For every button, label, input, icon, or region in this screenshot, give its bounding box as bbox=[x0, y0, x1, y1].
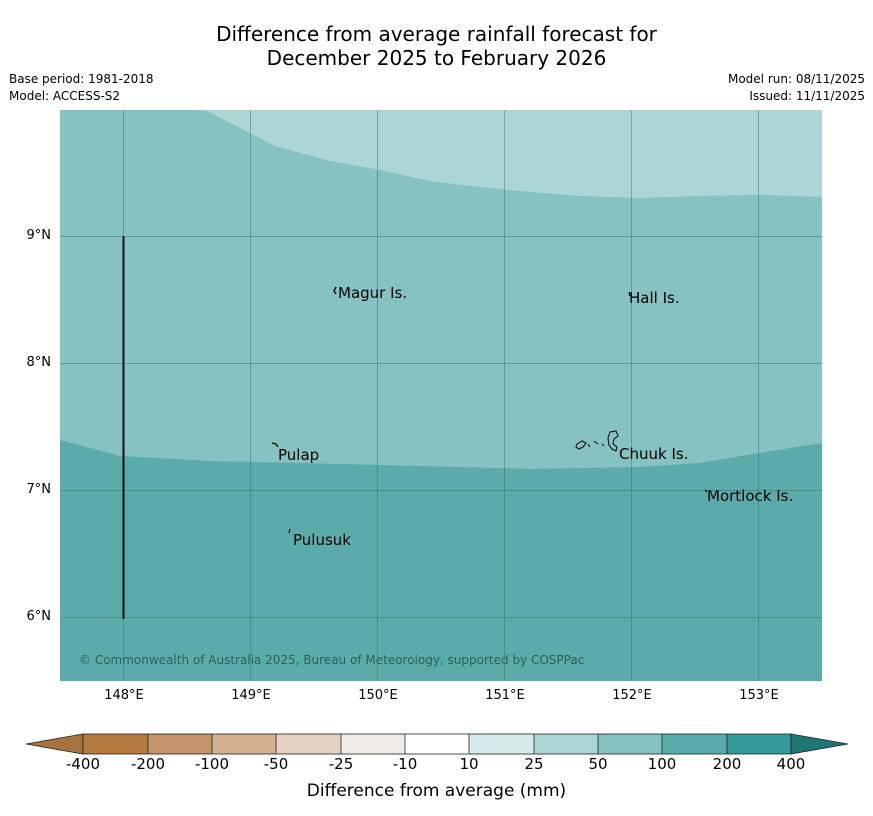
lon-label-153e: 153°E bbox=[739, 688, 779, 703]
hall-island-outline bbox=[628, 291, 631, 297]
title-line-2: December 2025 to February 2026 bbox=[266, 46, 607, 70]
lon-label-150e: 150°E bbox=[358, 688, 398, 703]
colorbar-tick: -25 bbox=[328, 755, 354, 773]
colorbar-tick: 200 bbox=[712, 755, 742, 773]
lat-label-8n: 8°N bbox=[26, 355, 52, 370]
pulusuk-island-outline bbox=[288, 528, 291, 534]
colorbar-bin bbox=[83, 734, 148, 754]
colorbar-bin bbox=[598, 734, 662, 754]
lat-label-9n: 9°N bbox=[26, 228, 52, 243]
colorbar-label: Difference from average (mm) bbox=[306, 781, 567, 801]
title-line-1: Difference from average rainfall forecas… bbox=[216, 22, 657, 46]
chart-title: Difference from average rainfall forecas… bbox=[0, 22, 873, 70]
lon-label-149e: 149°E bbox=[231, 688, 271, 703]
colorbar-tick: -10 bbox=[392, 755, 418, 773]
meta-right: Model run: 08/11/2025 Issued: 11/11/2025 bbox=[728, 71, 865, 105]
colorbar-frame bbox=[82, 733, 792, 755]
lat-label-7n: 7°N bbox=[26, 482, 52, 497]
colorbar-tick: -200 bbox=[130, 755, 166, 773]
meta-left: Base period: 1981-2018 Model: ACCESS-S2 bbox=[9, 71, 154, 105]
zone-50-100 bbox=[60, 110, 822, 469]
colorbar-bin bbox=[662, 734, 727, 754]
place-label-chuuk: Chuuk Is. bbox=[619, 445, 689, 463]
colorbar-tick: 10 bbox=[459, 755, 479, 773]
zone-25-50 bbox=[205, 110, 822, 198]
colorbar-bin bbox=[727, 734, 791, 754]
mortlock-island-outline bbox=[704, 489, 708, 493]
lat-label-6n: 6°N bbox=[26, 609, 52, 624]
colorbar bbox=[25, 733, 849, 755]
copyright-text: © Commonwealth of Australia 2025, Bureau… bbox=[79, 653, 585, 667]
colorbar-extend-low bbox=[25, 733, 84, 755]
colorbar-bin bbox=[276, 734, 341, 754]
place-label-mortlock: Mortlock Is. bbox=[707, 487, 794, 505]
colorbar-bin bbox=[212, 734, 276, 754]
base-period-text: Base period: 1981-2018 bbox=[9, 72, 154, 86]
colorbar-bin bbox=[534, 734, 598, 754]
colorbar-tick: 50 bbox=[588, 755, 608, 773]
colorbar-extend-high bbox=[790, 733, 849, 755]
place-label-pulap: Pulap bbox=[278, 446, 320, 464]
chuuk-island-outline bbox=[575, 430, 619, 452]
colorbar-bin bbox=[341, 734, 405, 754]
graticule bbox=[60, 110, 822, 681]
magur-island-outline bbox=[333, 286, 337, 295]
place-label-magur: Magur Is. bbox=[338, 284, 408, 302]
colorbar-bin bbox=[405, 734, 469, 754]
lon-label-151e: 151°E bbox=[485, 688, 525, 703]
colorbar-tick: 400 bbox=[776, 755, 806, 773]
issued-text: Issued: 11/11/2025 bbox=[749, 89, 865, 103]
model-run-text: Model run: 08/11/2025 bbox=[727, 72, 865, 86]
colorbar-tick: -50 bbox=[263, 755, 289, 773]
colorbar-bin bbox=[148, 734, 212, 754]
place-label-pulusuk: Pulusuk bbox=[293, 531, 351, 549]
colorbar-tick: -400 bbox=[65, 755, 101, 773]
colorbar-tick: 25 bbox=[524, 755, 544, 773]
pulap-island-outline bbox=[271, 442, 279, 448]
place-label-hall: Hall Is. bbox=[629, 289, 680, 307]
model-text: Model: ACCESS-S2 bbox=[9, 89, 121, 103]
map-svg bbox=[60, 110, 822, 681]
colorbar-bin bbox=[469, 734, 534, 754]
colorbar-tick: 100 bbox=[647, 755, 677, 773]
colorbar-dividers bbox=[147, 734, 728, 754]
colorbar-tick: -100 bbox=[194, 755, 230, 773]
lon-label-152e: 152°E bbox=[612, 688, 652, 703]
lon-label-148e: 148°E bbox=[104, 688, 144, 703]
rainfall-map[interactable] bbox=[60, 110, 822, 681]
